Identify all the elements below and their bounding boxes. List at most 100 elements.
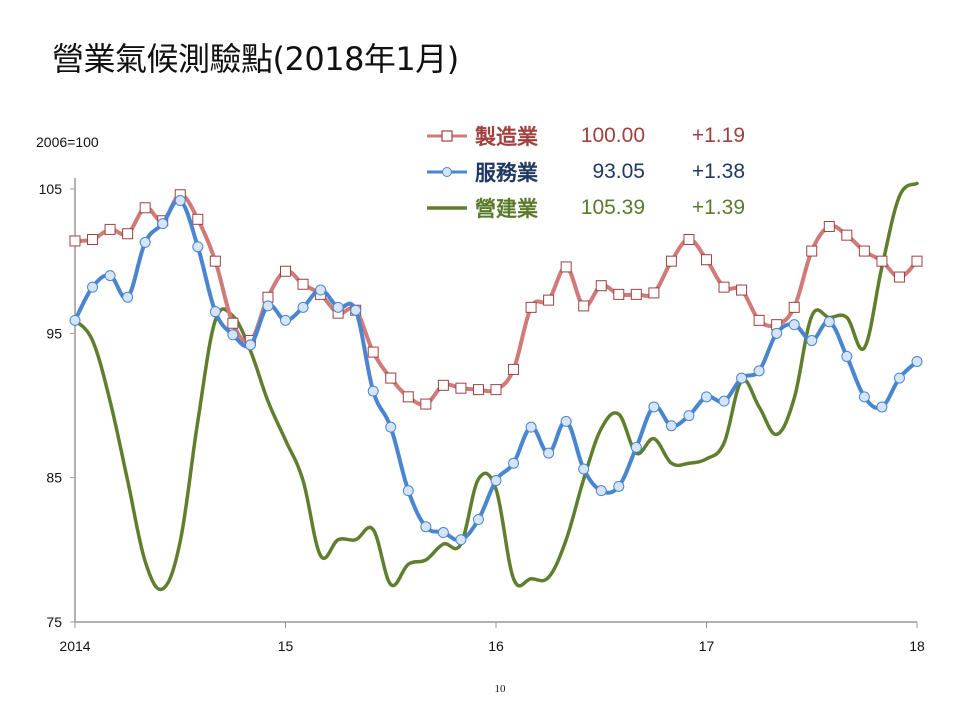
circle-marker-icon <box>613 480 625 492</box>
circle-marker-icon <box>350 304 362 316</box>
square-marker-icon <box>425 126 469 146</box>
circle-marker-icon <box>701 391 712 403</box>
circle-marker-icon <box>367 385 379 397</box>
square-marker-icon <box>876 255 888 267</box>
circle-marker-icon <box>736 372 748 384</box>
square-marker-icon <box>718 281 730 293</box>
square-marker-icon <box>630 288 642 300</box>
y-axis: 75 85 95 105 <box>39 178 76 630</box>
legend-value: 105.39 <box>580 196 645 219</box>
circle-marker-icon <box>227 329 239 341</box>
y-tick-label: 85 <box>46 470 62 486</box>
square-marker-icon <box>192 213 204 225</box>
circle-marker-icon <box>425 162 469 182</box>
circle-marker-icon <box>683 410 695 422</box>
square-marker-icon <box>613 288 625 300</box>
legend: 製造業 100.00 +1.19 服務業 93.05 +1.38 營建業 105… <box>425 118 745 226</box>
circle-marker-icon <box>595 485 607 497</box>
circle-marker-icon <box>525 421 537 433</box>
base-year-label: 2006=100 <box>36 134 99 150</box>
square-marker-icon <box>806 245 818 257</box>
x-axis: 2014 15 16 17 18 <box>59 621 925 654</box>
legend-change: +1.38 <box>691 160 745 183</box>
circle-marker-icon <box>192 241 204 253</box>
legend-change: +1.19 <box>691 124 745 147</box>
circle-marker-icon <box>578 463 590 475</box>
square-marker-icon <box>472 384 484 396</box>
square-marker-icon <box>736 284 748 296</box>
square-marker-icon <box>665 255 677 267</box>
line-marker-icon <box>425 198 469 218</box>
square-marker-icon <box>823 221 835 233</box>
circle-marker-icon <box>297 301 309 313</box>
circle-marker-icon <box>262 300 274 312</box>
circle-marker-icon <box>437 527 449 539</box>
circle-marker-icon <box>104 270 116 282</box>
square-marker-icon <box>525 301 537 313</box>
circle-marker-icon <box>157 218 169 230</box>
square-marker-icon <box>402 391 414 403</box>
circle-marker-icon <box>543 447 555 459</box>
square-marker-icon <box>437 379 449 391</box>
legend-change: +1.39 <box>691 196 745 219</box>
x-tick-label: 16 <box>488 638 504 654</box>
square-marker-icon <box>420 398 432 410</box>
x-tick-label: 18 <box>909 638 925 654</box>
square-marker-icon <box>858 245 870 257</box>
square-marker-icon <box>227 317 239 329</box>
circle-marker-icon <box>280 314 291 326</box>
circle-marker-icon <box>420 521 432 533</box>
square-marker-icon <box>297 278 309 290</box>
legend-value: 93.05 <box>592 160 645 183</box>
x-tick-label: 15 <box>278 638 294 654</box>
series-manufacturing <box>69 189 923 410</box>
square-marker-icon <box>104 223 116 235</box>
page-number: 10 <box>494 683 506 695</box>
circle-marker-icon <box>876 401 888 413</box>
circle-marker-icon <box>858 391 870 403</box>
circle-marker-icon <box>122 291 134 303</box>
square-marker-icon <box>560 261 572 273</box>
square-marker-icon <box>578 300 590 312</box>
circle-marker-icon <box>174 195 186 207</box>
square-marker-icon <box>595 280 607 292</box>
circle-marker-icon <box>893 372 905 384</box>
square-marker-icon <box>753 314 765 326</box>
square-marker-icon <box>508 363 520 375</box>
x-tick-label: 17 <box>699 638 715 654</box>
square-marker-icon <box>367 346 379 358</box>
circle-marker-icon <box>209 306 221 318</box>
circle-marker-icon <box>648 401 660 413</box>
square-marker-icon <box>385 372 397 384</box>
y-tick-label: 105 <box>39 181 63 197</box>
legend-name: 營建業 <box>475 198 538 221</box>
square-marker-icon <box>139 202 151 214</box>
circle-marker-icon <box>139 236 151 248</box>
circle-marker-icon <box>630 441 642 453</box>
square-marker-icon <box>788 301 800 313</box>
circle-marker-icon <box>560 415 572 427</box>
legend-item-services: 服務業 93.05 +1.38 <box>425 154 745 190</box>
square-marker-icon <box>209 255 221 267</box>
circle-marker-icon <box>69 314 81 326</box>
square-marker-icon <box>280 265 291 277</box>
square-marker-icon <box>893 271 905 283</box>
circle-marker-icon <box>508 457 520 469</box>
circle-marker-icon <box>788 319 800 331</box>
series-services <box>69 195 923 546</box>
circle-marker-icon <box>472 514 484 526</box>
circle-marker-icon <box>771 327 783 339</box>
square-marker-icon <box>911 255 923 267</box>
circle-marker-icon <box>385 421 397 433</box>
legend-name: 服務業 <box>475 162 538 185</box>
circle-marker-icon <box>332 301 344 313</box>
page-title: 營業氣候測驗點(2018年1月) <box>52 40 459 78</box>
square-marker-icon <box>490 384 502 396</box>
circle-marker-icon <box>244 339 256 351</box>
legend-item-construction: 營建業 105.39 +1.39 <box>425 190 745 226</box>
circle-marker-icon <box>753 365 765 377</box>
square-marker-icon <box>841 229 853 241</box>
square-marker-icon <box>455 382 467 394</box>
legend-name: 製造業 <box>475 126 538 149</box>
